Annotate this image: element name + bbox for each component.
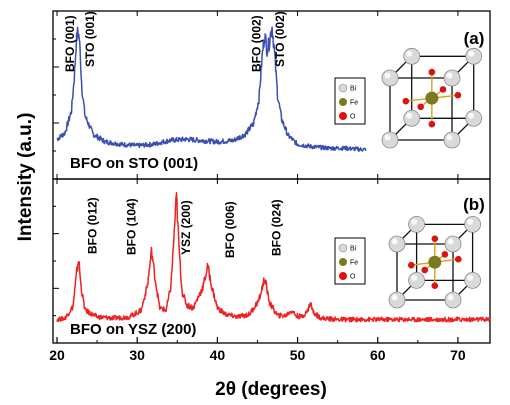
legend-o-label: O: [350, 274, 356, 281]
atom-highlight: [447, 294, 454, 301]
bismuth-atom: [465, 109, 483, 127]
bismuth-atom: [403, 109, 421, 127]
bismuth-atom: [388, 291, 406, 309]
oxygen-atom: [407, 261, 415, 269]
bismuth-atom: [408, 215, 426, 233]
atom-highlight: [468, 50, 475, 57]
peak-label: BFO (002): [250, 15, 264, 72]
legend-bi-label: Bi: [350, 246, 357, 253]
bismuth-atom: [388, 235, 406, 253]
atom-highlight: [467, 218, 474, 225]
bismuth-atom: [381, 69, 399, 87]
atom-highlight: [447, 238, 454, 245]
legend-o-swatch: [339, 272, 347, 280]
atom-highlight: [468, 112, 475, 119]
x-tick-label: 70: [450, 347, 466, 363]
perovskite-unit-cell-b: [388, 215, 482, 309]
x-tick-label: 40: [210, 347, 226, 363]
oxygen-atom: [439, 86, 447, 93]
y-axis-title: Intensity (a.u.): [15, 113, 36, 242]
bismuth-atom: [443, 131, 461, 149]
oxygen-atom: [417, 103, 424, 111]
legend-bi-label: Bi: [350, 86, 357, 93]
x-tick-label: 50: [290, 347, 306, 363]
oxygen-atom: [428, 68, 436, 76]
bismuth-atom: [443, 69, 461, 87]
atom-highlight: [391, 294, 398, 301]
oxygen-atom: [402, 97, 410, 105]
peak-label: BFO (012): [85, 197, 99, 254]
bismuth-atom: [464, 271, 482, 289]
oxygen-atom: [431, 235, 439, 242]
atom-highlight: [411, 274, 418, 281]
atom-highlight: [384, 134, 391, 141]
x-axis-title: 2θ (degrees): [215, 379, 327, 400]
legend-o-label: O: [350, 114, 356, 121]
bismuth-atom: [444, 291, 462, 309]
oxygen-atom: [431, 282, 439, 290]
peak-label: STO (001): [83, 11, 97, 67]
axis-ticks: 20 30 40 50 60 70: [49, 11, 466, 363]
peak-label: BFO (006): [223, 201, 237, 258]
legend-o-swatch: [339, 112, 347, 120]
series-line: [56, 192, 491, 323]
x-tick-label: 30: [129, 347, 145, 363]
legend-fe-swatch: [339, 258, 347, 266]
atom-highlight: [391, 238, 398, 245]
atom-highlight: [446, 134, 453, 141]
panel-a-legend: Bi Fe O: [334, 77, 366, 125]
bismuth-atom: [403, 47, 421, 65]
panel-a-caption: BFO on STO (001): [70, 155, 198, 172]
panel-b-legend: Bi Fe O: [334, 237, 366, 285]
atom-highlight: [446, 72, 453, 79]
legend-fe-swatch: [339, 98, 347, 106]
iron-atom: [425, 91, 439, 105]
series-layer: [56, 26, 491, 323]
x-tick-label: 60: [370, 347, 386, 363]
legend-bi-swatch: [338, 243, 348, 253]
panel-b-tag: (b): [463, 195, 485, 214]
peak-label: BFO (001): [63, 15, 77, 72]
peak-label: YSZ (200): [179, 200, 193, 255]
legend-fe-label: Fe: [350, 260, 358, 267]
oxygen-atom: [454, 91, 462, 99]
bismuth-atom: [444, 235, 462, 253]
bismuth-atom: [465, 47, 483, 65]
atom-highlight: [406, 50, 413, 57]
bismuth-atom: [408, 271, 426, 289]
oxygen-atom: [421, 266, 429, 274]
peak-label: STO (002): [273, 11, 287, 67]
atom-highlight: [411, 218, 418, 225]
oxygen-atom: [428, 120, 436, 128]
iron-atom: [428, 255, 442, 269]
series-line: [56, 26, 367, 152]
atom-highlight: [406, 112, 413, 119]
bismuth-atom: [464, 215, 482, 233]
peak-labels: BFO (001) STO (001) BFO (002) STO (002) BFO …: [63, 11, 287, 258]
panel-b-caption: BFO on YSZ (200): [70, 321, 196, 338]
legend-bi-swatch: [338, 83, 348, 93]
peak-label: BFO (024): [270, 199, 284, 256]
legend-fe-label: Fe: [350, 100, 358, 107]
x-tick-label: 20: [49, 347, 65, 363]
atom-highlight: [384, 72, 391, 79]
panel-a-tag: (a): [464, 29, 485, 48]
peak-label: BFO (104): [125, 198, 139, 255]
oxygen-atom: [455, 255, 462, 263]
oxygen-atom: [441, 251, 449, 258]
perovskite-unit-cell-a: [381, 47, 483, 149]
bismuth-atom: [381, 131, 399, 149]
atom-highlight: [467, 274, 474, 281]
